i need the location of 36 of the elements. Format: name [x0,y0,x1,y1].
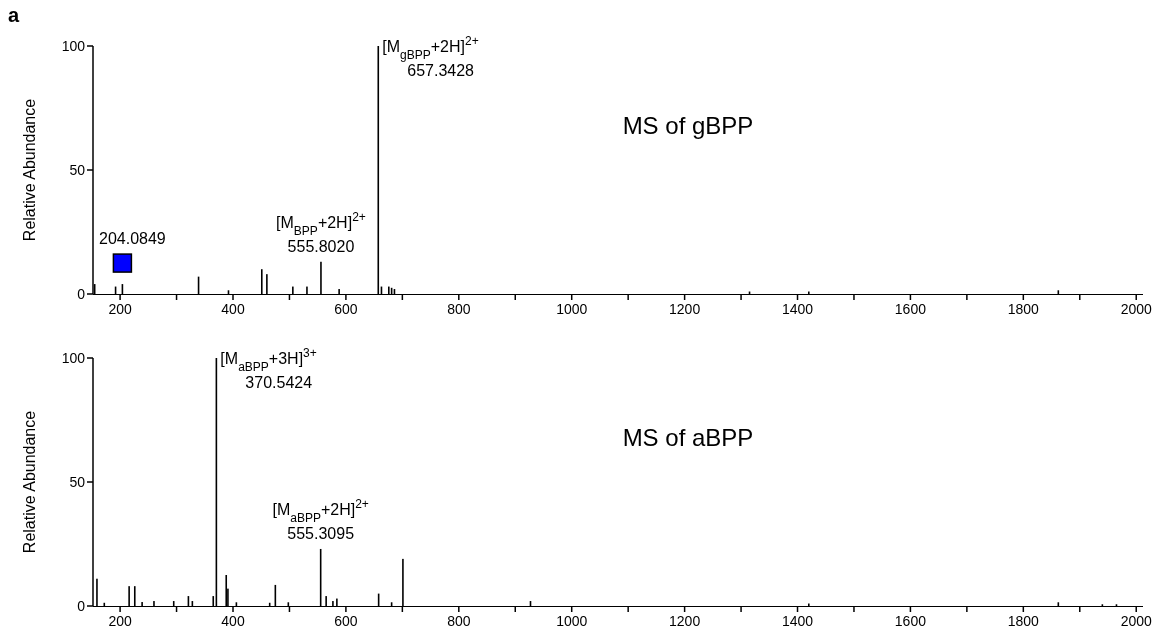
annotation: MS of gBPP [622,112,754,139]
x-tick-label: 600 [334,301,358,317]
x-tick-label: 1000 [556,301,588,317]
annotation: MS of aBPP [622,424,754,451]
x-tick-label: 400 [221,301,245,317]
x-tick-label: 1800 [1007,301,1040,317]
x-tick-label: 1600 [894,301,927,317]
y-axis-title: Relative Abundance [21,410,38,554]
annotation: [M$_{aBPP}$+3H]$^{3+}$ 370.5424 [220,345,317,391]
x-tick-label: 800 [447,301,471,317]
x-tick-label: 600 [334,613,358,626]
annotation: 204.0849 [99,230,166,248]
x-tick-label: 1400 [781,301,814,317]
y-tick-label: 100 [61,350,86,366]
x-tick-label: 1400 [781,613,814,626]
x-tick-label: 1000 [556,613,588,626]
annotation: [M$_{gBPP}$+2H]$^{2+}$ 657.3428 [382,33,479,79]
y-tick-label: 100 [61,38,86,54]
y-tick-label: 0 [77,598,86,614]
y-tick-label: 50 [69,162,86,178]
x-tick-label: 200 [108,301,132,317]
x-tick-label: 200 [108,613,132,626]
x-tick-label: 2000 [1120,301,1153,317]
x-tick-label: 400 [221,613,245,626]
y-tick-label: 50 [69,474,86,490]
chart-title: a [8,4,20,26]
y-axis-title: Relative Abundance [21,98,38,242]
annotation: [M$_{BPP}$+2H]$^{2+}$ 555.8020 [276,209,366,255]
x-tick-label: 1200 [669,301,701,317]
x-tick-label: 2000 [1120,613,1153,626]
annotation: [M$_{aBPP}$+2H]$^{2+}$ 555.3095 [272,496,369,542]
x-tick-label: 1200 [669,613,701,626]
x-tick-label: 800 [447,613,471,626]
x-tick-label: 1800 [1007,613,1040,626]
x-tick-label: 1600 [894,613,927,626]
y-tick-label: 0 [77,286,86,302]
